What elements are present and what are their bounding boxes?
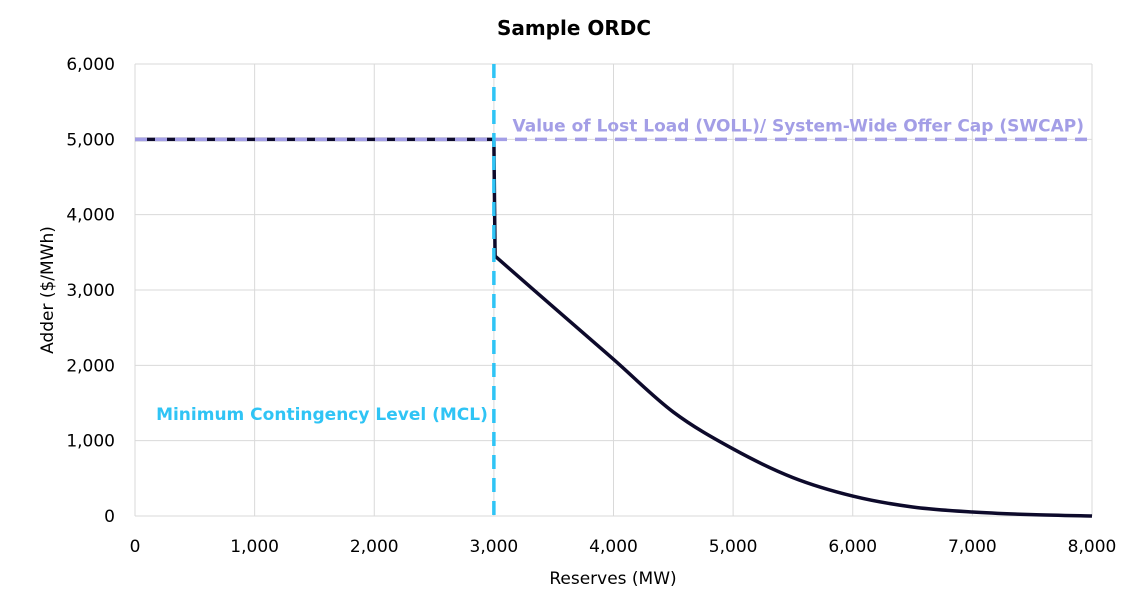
mcl-label: Minimum Contingency Level (MCL)	[156, 405, 488, 425]
x-tick-label: 4,000	[589, 537, 638, 557]
chart-title: Sample ORDC	[497, 16, 651, 40]
y-tick-label: 3,000	[66, 281, 115, 301]
x-axis-label: Reserves (MW)	[549, 569, 676, 589]
x-tick-label: 7,000	[948, 537, 997, 557]
y-tick-label: 1,000	[66, 432, 115, 452]
voll-label: Value of Lost Load (VOLL)/ System-Wide O…	[513, 116, 1084, 136]
ordc-curve	[135, 137, 1093, 518]
y-tick-label: 0	[104, 507, 115, 527]
x-tick-label: 1,000	[230, 537, 279, 557]
y-tick-label: 5,000	[66, 130, 115, 150]
x-tick-label: 3,000	[470, 537, 519, 557]
x-tick-label: 6,000	[828, 537, 877, 557]
x-tick-label: 8,000	[1068, 537, 1117, 557]
y-tick-label: 4,000	[66, 206, 115, 226]
y-axis-label: Adder ($/MWh)	[38, 226, 58, 354]
x-tick-label: 0	[130, 537, 141, 557]
y-tick-label: 2,000	[66, 356, 115, 376]
y-tick-label: 6,000	[66, 55, 115, 75]
x-tick-label: 5,000	[709, 537, 758, 557]
x-tick-label: 2,000	[350, 537, 399, 557]
